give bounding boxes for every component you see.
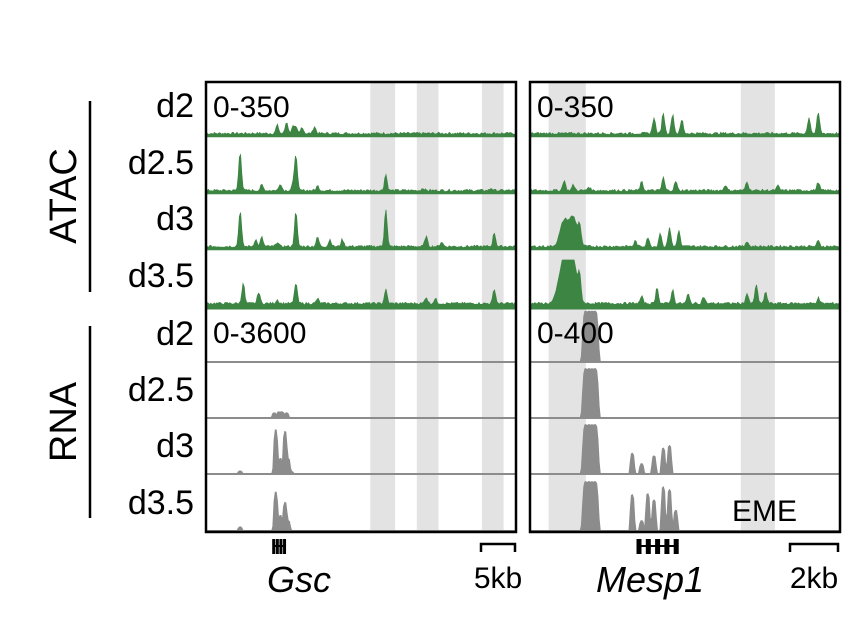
eme-annotation: EME	[732, 495, 797, 528]
signal-tracks	[205, 112, 841, 532]
rna-track	[530, 424, 840, 475]
rna-track	[206, 429, 516, 475]
gene-exon	[279, 539, 283, 554]
sample-label: d3	[156, 427, 194, 465]
rna-range-label: 0-400	[537, 317, 614, 350]
sample-label: d2.5	[128, 371, 194, 409]
rna-track	[530, 310, 840, 363]
gene-exon	[275, 539, 279, 554]
gene-models	[272, 539, 679, 554]
panel-frames	[204, 80, 842, 534]
sample-label: d2	[156, 315, 194, 353]
atac-group-label: ATAC	[43, 148, 85, 244]
gene-exon	[655, 539, 661, 554]
gene-exon	[283, 539, 287, 554]
atac-track	[529, 175, 841, 194]
scale-bar-gsc	[479, 542, 517, 552]
atac-range-label: 0-350	[213, 91, 290, 124]
atac-track	[529, 215, 841, 250]
atac-track	[205, 153, 517, 194]
sample-label: d2	[156, 87, 194, 125]
rna-group-label: RNA	[43, 381, 85, 462]
scale-bar-mesp1	[788, 542, 840, 552]
sample-label: d3.5	[128, 257, 194, 295]
gene-name-mesp1: Mesp1	[596, 559, 704, 600]
gene-exon	[272, 539, 276, 554]
rna-track	[530, 368, 840, 419]
panel-frame	[204, 80, 518, 534]
panel-frame	[528, 80, 842, 534]
gene-name-gsc: Gsc	[267, 559, 331, 600]
atac-track	[529, 259, 841, 307]
sample-label: d3.5	[128, 484, 194, 522]
gene-exon	[673, 539, 679, 554]
sample-label: d3	[156, 200, 194, 238]
atac-range-label: 0-350	[537, 91, 614, 124]
atac-track	[205, 282, 517, 307]
sample-label: d2.5	[128, 144, 194, 182]
atac-track	[205, 209, 517, 250]
gene-exon	[664, 539, 670, 554]
scale-label-gsc: 5kb	[474, 562, 522, 595]
atac-track	[529, 112, 841, 137]
gene-exon	[636, 539, 642, 554]
rna-range-label: 0-3600	[213, 317, 306, 350]
rna-track	[206, 491, 516, 532]
gene-exon	[645, 539, 651, 554]
atac-track	[205, 122, 517, 137]
rna-track	[206, 411, 516, 419]
scale-label-mesp1: 2kb	[790, 562, 838, 595]
